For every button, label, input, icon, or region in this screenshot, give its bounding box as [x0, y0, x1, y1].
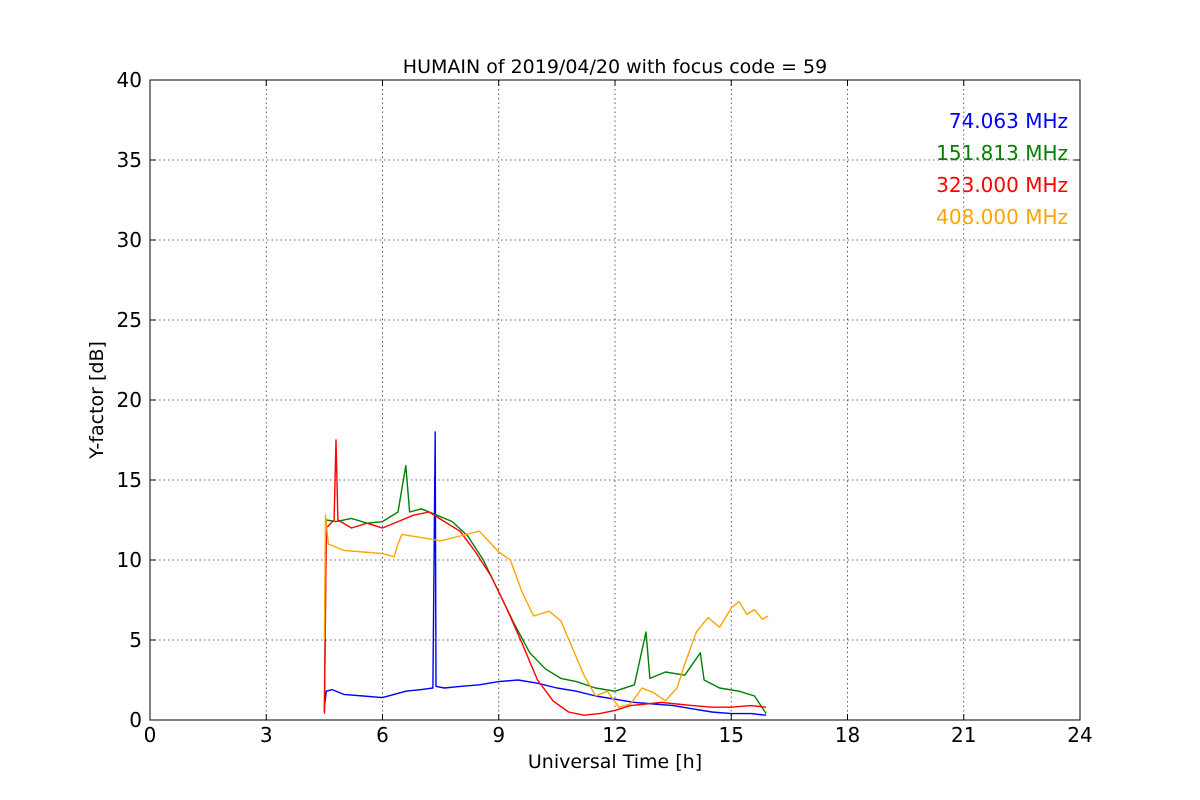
- series-line: [323, 464, 767, 714]
- y-tick-label: 35: [117, 148, 142, 172]
- x-tick-label: 18: [835, 723, 860, 747]
- x-tick-label: 3: [260, 723, 273, 747]
- series-layer: [323, 431, 769, 716]
- chart-title: HUMAIN of 2019/04/20 with focus code = 5…: [403, 56, 827, 78]
- y-tick-label: 20: [117, 388, 142, 412]
- y-tick-label: 10: [117, 548, 142, 572]
- legend-entry: 323.000 MHz: [936, 173, 1068, 197]
- legend-entry: 408.000 MHz: [936, 205, 1068, 229]
- x-tick-label: 6: [376, 723, 389, 747]
- gridlines: [150, 80, 1080, 720]
- series-line: [323, 514, 769, 708]
- y-axis-label: Y-factor [dB]: [86, 341, 108, 460]
- ticks: [149, 79, 1081, 721]
- y-tick-label: 40: [117, 68, 142, 92]
- x-tick-label: 21: [951, 723, 976, 747]
- y-tick-label: 15: [117, 468, 142, 492]
- y-tick-label: 0: [129, 708, 142, 732]
- x-tick-label: 24: [1067, 723, 1092, 747]
- legend: 74.063 MHz 151.813 MHz 323.000 MHz 408.000 …: [936, 109, 1068, 229]
- x-tick-label: 12: [602, 723, 627, 747]
- x-tick-label: 0: [144, 723, 157, 747]
- series-line: [323, 439, 767, 716]
- y-tick-label: 5: [129, 628, 142, 652]
- x-tick-label: 9: [492, 723, 505, 747]
- legend-entry: 151.813 MHz: [936, 141, 1068, 165]
- series-line: [323, 431, 767, 716]
- x-axis-label: Universal Time [h]: [528, 751, 702, 773]
- x-tick-labels: 0 3 6 9 12 15 18 21 24: [144, 723, 1093, 747]
- x-tick-label: 15: [719, 723, 744, 747]
- y-tick-label: 30: [117, 228, 142, 252]
- y-tick-labels: 0 5 10 15 20 25 30 35 40: [117, 68, 142, 732]
- y-tick-label: 25: [117, 308, 142, 332]
- legend-entry: 74.063 MHz: [949, 109, 1068, 133]
